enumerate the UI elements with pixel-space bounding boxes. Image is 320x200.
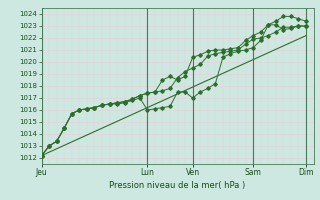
X-axis label: Pression niveau de la mer( hPa ): Pression niveau de la mer( hPa ) <box>109 181 246 190</box>
